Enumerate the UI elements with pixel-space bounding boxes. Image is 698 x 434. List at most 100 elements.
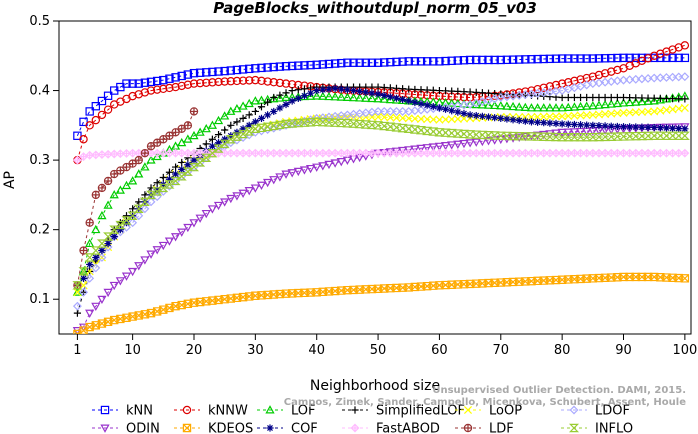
data-point [434, 142, 445, 152]
data-point [613, 65, 622, 75]
data-point [269, 78, 278, 87]
data-point [281, 92, 291, 101]
data-point [78, 266, 89, 275]
data-point [374, 90, 382, 98]
data-point [201, 209, 211, 219]
data-point [312, 91, 322, 100]
data-point [78, 267, 89, 276]
data-point [275, 93, 285, 102]
data-point [463, 405, 473, 415]
data-point [662, 73, 671, 82]
data-point [564, 120, 572, 128]
data-point [325, 85, 333, 93]
data-point [183, 70, 193, 79]
data-point [177, 81, 186, 91]
data-point [478, 55, 487, 65]
data-point [182, 423, 192, 433]
data-point [336, 118, 347, 128]
data-point [446, 128, 457, 138]
data-point [631, 108, 640, 117]
data-point [410, 57, 420, 66]
data-point [545, 112, 554, 121]
data-point [263, 77, 272, 86]
data-point [129, 205, 137, 213]
data-point [558, 112, 567, 121]
data-point [539, 112, 548, 121]
data-point [532, 103, 543, 112]
data-point [379, 121, 390, 131]
data-point [256, 123, 267, 133]
data-point [465, 55, 475, 65]
data-point [207, 148, 218, 158]
data-point [520, 132, 531, 141]
data-point [306, 89, 315, 97]
data-point [128, 267, 138, 277]
data-point [134, 262, 144, 271]
data-point [453, 140, 463, 149]
data-point [607, 53, 616, 63]
data-point [239, 125, 247, 133]
data-point [165, 175, 174, 183]
data-point [128, 91, 137, 101]
legend-label: LoOP [489, 404, 522, 419]
data-point [501, 131, 512, 141]
data-point [594, 54, 604, 63]
data-point [115, 227, 125, 237]
data-point [79, 274, 88, 282]
data-point [472, 55, 481, 65]
data-point [441, 115, 450, 124]
data-point [655, 73, 665, 83]
data-point [416, 57, 426, 66]
data-point [330, 159, 340, 168]
data-point [569, 132, 580, 142]
data-point [631, 74, 641, 84]
data-point [128, 159, 137, 168]
data-point [637, 107, 646, 117]
data-point [238, 76, 248, 85]
data-point [134, 90, 143, 99]
data-point [385, 106, 395, 116]
data-point [680, 148, 690, 158]
data-point [625, 97, 635, 107]
data-point [612, 132, 623, 141]
data-point [250, 184, 260, 193]
data-point [502, 101, 512, 110]
data-point [508, 55, 518, 64]
data-point [134, 79, 143, 88]
data-point [153, 186, 161, 194]
data-point [127, 211, 138, 220]
data-point [226, 194, 236, 204]
data-point [92, 253, 100, 262]
data-point [140, 162, 150, 171]
data-point [250, 124, 261, 134]
data-point [85, 273, 95, 283]
data-point [429, 57, 438, 66]
data-point [159, 84, 168, 94]
data-point [638, 123, 646, 131]
data-point [281, 79, 291, 88]
data-point [607, 67, 616, 76]
data-point [643, 74, 653, 83]
data-point [116, 166, 125, 175]
data-point [478, 112, 486, 120]
data-point [454, 108, 462, 116]
data-point [380, 91, 388, 100]
data-point [256, 95, 267, 104]
data-point [422, 57, 432, 66]
data-point [177, 228, 187, 237]
data-point [287, 61, 297, 71]
data-point [367, 112, 376, 122]
data-point [447, 141, 457, 150]
data-point [526, 132, 537, 141]
data-point [638, 94, 646, 102]
data-point [367, 58, 377, 67]
data-point [116, 226, 124, 234]
data-point [440, 142, 451, 151]
data-point [441, 105, 450, 113]
data-point [582, 80, 592, 90]
data-point [287, 169, 297, 178]
data-point [607, 93, 615, 102]
data-point [103, 232, 114, 241]
data-point [466, 111, 474, 119]
data-point [576, 81, 586, 91]
